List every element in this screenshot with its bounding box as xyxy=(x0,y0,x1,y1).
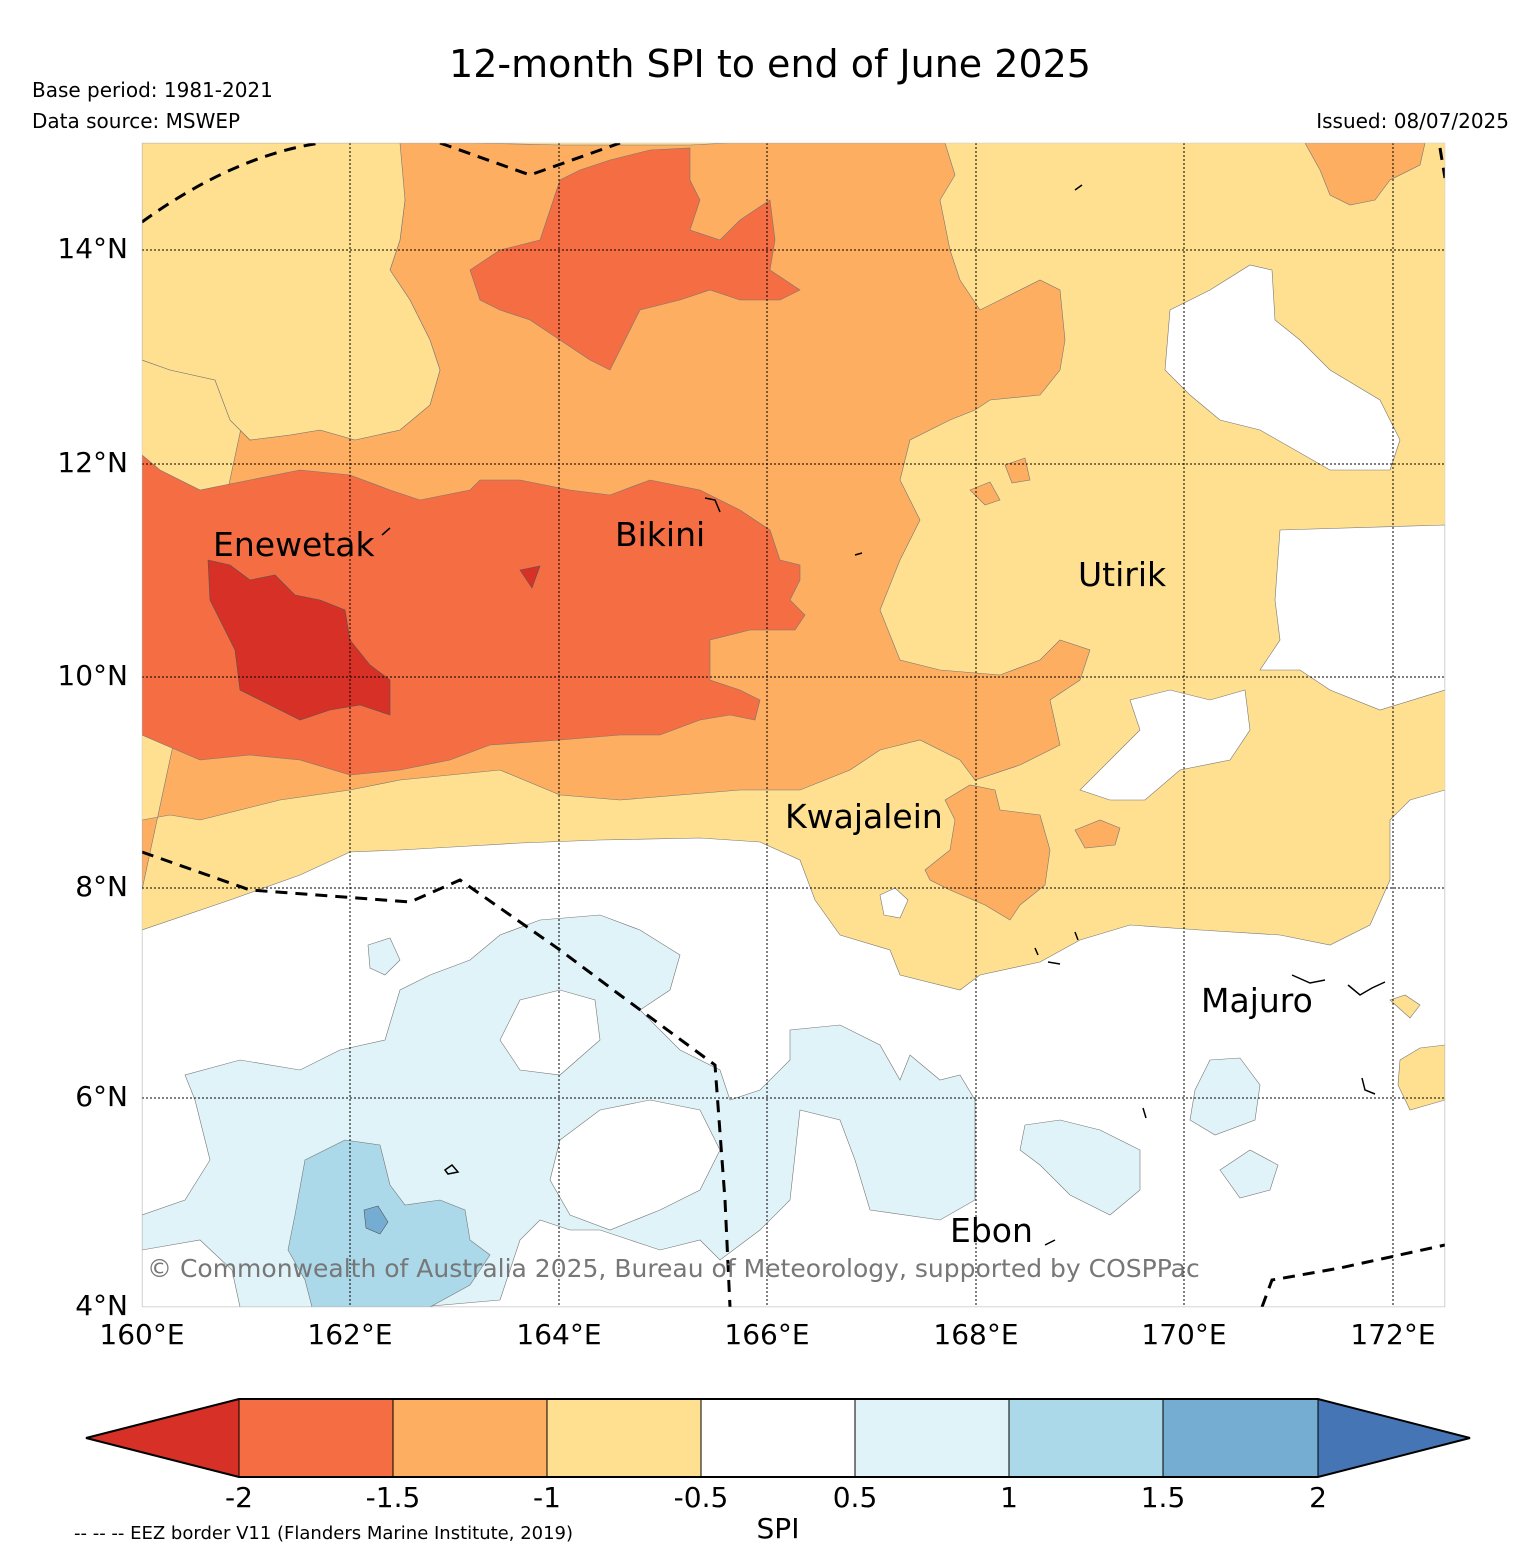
eez-border-note: -- -- -- EEZ border V11 (Flanders Marine… xyxy=(74,1523,574,1544)
lon-label: 164°E xyxy=(516,1318,602,1351)
map-title: 12-month SPI to end of June 2025 xyxy=(449,42,1091,86)
spi-field-white xyxy=(1079,689,1251,801)
lon-label: 170°E xyxy=(1141,1318,1227,1351)
spi-field-white xyxy=(879,887,909,919)
spi-field-pale-orange xyxy=(142,143,441,441)
map-frame xyxy=(141,142,1446,1308)
place-labels: Enewetak Bikini Utirik Kwajalein Majuro … xyxy=(213,515,1313,1250)
atoll-outlines xyxy=(381,184,1386,1246)
spi-field-red-orange xyxy=(469,147,801,371)
lat-label: 14°N xyxy=(57,232,128,265)
colorbar-swatch xyxy=(547,1399,701,1477)
spi-field-light-blue xyxy=(1019,1119,1141,1216)
lon-label: 168°E xyxy=(933,1318,1019,1351)
colorbar-tick: 1.5 xyxy=(1140,1481,1186,1514)
graticule xyxy=(142,143,1445,1307)
colorbar-tick: -0.5 xyxy=(673,1481,729,1514)
lat-label: 8°N xyxy=(75,870,128,903)
colorbar-swatch xyxy=(1009,1399,1163,1477)
colorbar-tick: 0.5 xyxy=(832,1481,878,1514)
copyright-notice: © Commonwealth of Australia 2025, Bureau… xyxy=(147,1254,1200,1283)
spi-field-orange xyxy=(1074,819,1121,849)
colorbar xyxy=(85,1398,1471,1478)
lon-label: 172°E xyxy=(1350,1318,1436,1351)
spi-field-white xyxy=(499,989,601,1076)
spi-field-pale-orange xyxy=(1397,1044,1445,1111)
colorbar-swatch xyxy=(855,1399,1009,1477)
lon-label: 162°E xyxy=(307,1318,393,1351)
colorbar-swatch xyxy=(393,1399,547,1477)
colorbar-label: SPI xyxy=(756,1512,800,1545)
lon-label: 166°E xyxy=(724,1318,810,1351)
spi-field-white xyxy=(1164,264,1401,471)
spi-field-orange xyxy=(969,481,1001,506)
spi-field-dark-red xyxy=(207,559,391,721)
spi-field-blue xyxy=(287,1139,491,1307)
spi-field-white xyxy=(1259,524,1445,711)
place-label-enewetak: Enewetak xyxy=(213,525,376,564)
colorbar-tick: -1.5 xyxy=(365,1481,421,1514)
lon-label: 160°E xyxy=(99,1318,185,1351)
spi-field-light-blue xyxy=(1219,1149,1279,1199)
issued-date: Issued: 08/07/2025 xyxy=(1316,109,1509,133)
colorbar-extend-low xyxy=(86,1399,239,1477)
spi-map-field xyxy=(142,143,1445,1307)
lat-label: 12°N xyxy=(57,446,128,479)
spi-field-dark-red xyxy=(519,565,541,589)
spi-field-light-blue xyxy=(367,937,401,976)
spi-field-pale-orange xyxy=(1389,994,1421,1019)
colorbar-tick: -1 xyxy=(533,1481,561,1514)
colorbar-tick: -2 xyxy=(225,1481,253,1514)
place-label-ebon: Ebon xyxy=(950,1211,1033,1250)
eez-border xyxy=(142,143,1445,1307)
lat-label: 10°N xyxy=(57,659,128,692)
place-label-bikini: Bikini xyxy=(615,515,705,554)
colorbar-swatch xyxy=(1163,1399,1318,1477)
colorbar-swatch xyxy=(239,1399,393,1477)
spi-field-orange xyxy=(1304,143,1426,206)
spi-field-white xyxy=(549,1099,721,1231)
colorbar-tick: 2 xyxy=(1309,1481,1327,1514)
lat-label: 4°N xyxy=(75,1289,128,1322)
place-label-utirik: Utirik xyxy=(1078,555,1167,594)
spi-field-dark-blue xyxy=(363,1205,389,1235)
colorbar-tick: 1 xyxy=(1000,1481,1018,1514)
place-label-majuro: Majuro xyxy=(1201,981,1313,1020)
base-period: Base period: 1981-2021 xyxy=(32,78,273,102)
spi-field-light-blue xyxy=(1189,1057,1261,1136)
place-label-kwajalein: Kwajalein xyxy=(785,797,943,836)
spi-field-orange xyxy=(924,784,1051,921)
data-source: Data source: MSWEP xyxy=(32,109,241,133)
colorbar-swatch xyxy=(701,1399,855,1477)
lat-label: 6°N xyxy=(75,1080,128,1113)
colorbar-extend-high xyxy=(1318,1399,1470,1477)
